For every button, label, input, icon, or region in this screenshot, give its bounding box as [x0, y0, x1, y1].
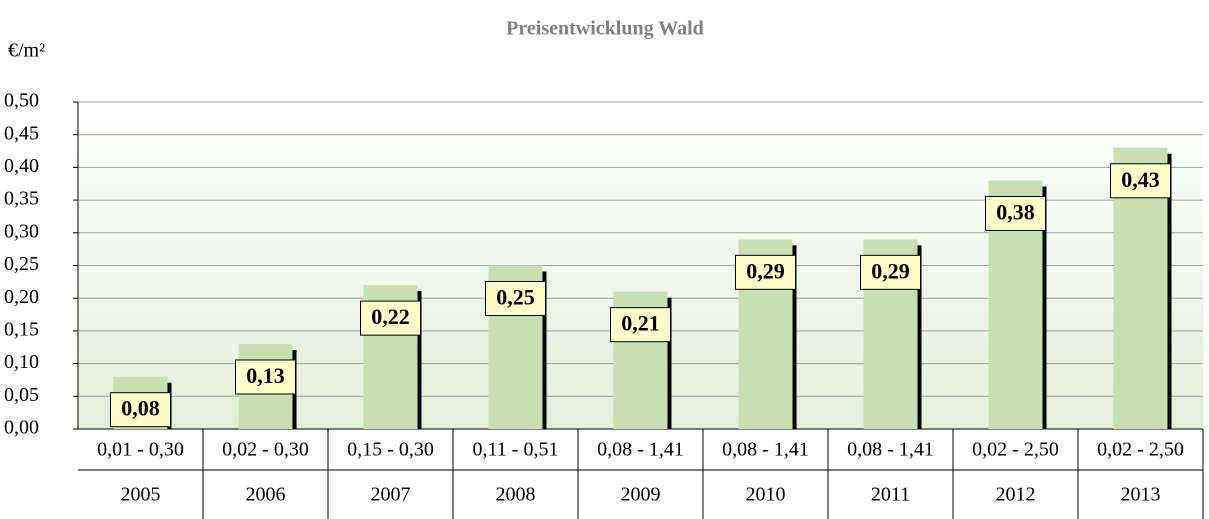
- y-tick-label: 0,25: [4, 253, 39, 275]
- value-label: 0,21: [621, 311, 660, 336]
- value-label: 0,22: [371, 304, 410, 329]
- range-label: 0,11 - 0,51: [473, 439, 559, 461]
- value-label: 0,29: [871, 258, 910, 283]
- x-tick-label: 2008: [496, 484, 536, 506]
- value-label-box: [985, 195, 1046, 231]
- y-tick-label: 0,15: [4, 318, 39, 340]
- value-label: 0,29: [746, 258, 785, 283]
- x-tick-label: 2011: [871, 484, 910, 506]
- value-label-box: [860, 254, 921, 290]
- x-tick-label: 2012: [996, 484, 1036, 506]
- y-tick-label: 0,45: [4, 122, 39, 144]
- range-label: 0,02 - 0,30: [222, 439, 309, 461]
- range-label: 0,08 - 1,41: [847, 439, 934, 461]
- value-label: 0,08: [121, 396, 160, 421]
- y-tick-label: 0,50: [4, 90, 39, 112]
- y-tick-label: 0,40: [4, 155, 39, 177]
- chart-title: Preisentwicklung Wald: [506, 18, 704, 40]
- y-tick-label: 0,20: [4, 286, 39, 308]
- y-tick-label: 0,00: [4, 417, 39, 439]
- y-tick-label: 0,10: [4, 351, 39, 373]
- value-label: 0,25: [496, 285, 535, 310]
- x-tick-label: 2009: [621, 484, 661, 506]
- range-label: 0,02 - 2,50: [1097, 439, 1184, 461]
- x-tick-label: 2013: [1121, 484, 1161, 506]
- y-tick-label: 0,05: [4, 384, 39, 406]
- value-label-box: [610, 307, 671, 343]
- range-label: 0,08 - 1,41: [597, 439, 684, 461]
- x-tick-label: 2005: [121, 484, 161, 506]
- y-axis-label: €/m²: [8, 40, 45, 62]
- y-tick-label: 0,30: [4, 220, 39, 242]
- range-label: 0,01 - 0,30: [97, 439, 184, 461]
- value-label-box: [360, 300, 421, 336]
- value-label: 0,13: [246, 363, 285, 388]
- range-label: 0,15 - 0,30: [347, 439, 434, 461]
- value-label: 0,38: [996, 200, 1035, 225]
- value-label-box: [485, 281, 546, 316]
- y-tick-label: 0,35: [4, 188, 39, 210]
- value-label-box: [1110, 163, 1171, 199]
- value-label: 0,43: [1121, 167, 1160, 192]
- value-label-box: [110, 392, 171, 428]
- x-tick-label: 2010: [746, 484, 786, 506]
- range-label: 0,08 - 1,41: [722, 439, 809, 461]
- value-label-box: [735, 254, 796, 290]
- x-tick-label: 2006: [246, 484, 286, 506]
- value-label-box: [235, 359, 296, 395]
- x-tick-label: 2007: [371, 484, 411, 506]
- range-label: 0,02 - 2,50: [972, 439, 1059, 461]
